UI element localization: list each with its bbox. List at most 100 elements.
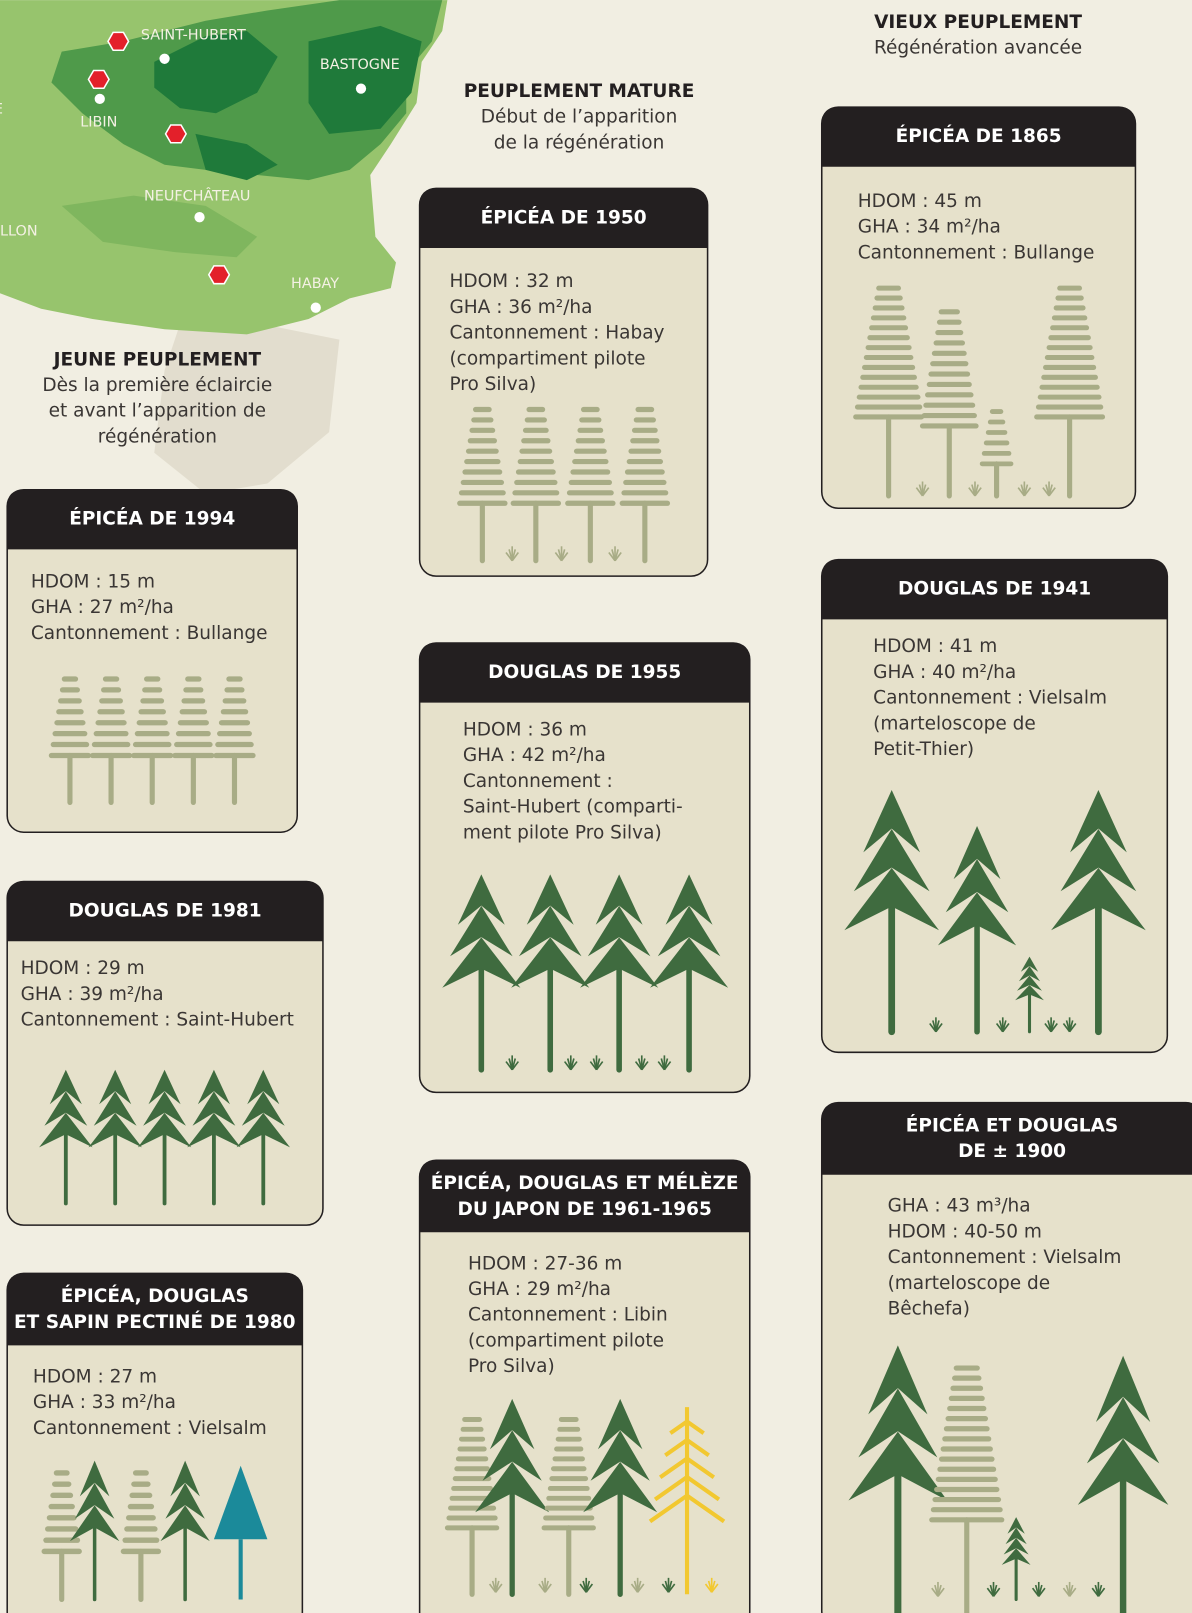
grass <box>511 551 520 562</box>
tree-tier <box>518 905 582 957</box>
tree-tier <box>187 1112 241 1148</box>
town-dot <box>94 93 105 105</box>
section-text: et avant l’apparition de <box>49 401 266 422</box>
card <box>418 642 751 1094</box>
card-text: Cantonnement : Vielsalm <box>873 688 1107 709</box>
card-text: (marteloscope de <box>873 713 1036 734</box>
map-markers <box>87 31 367 313</box>
card-text: ment pilote Pro Silva) <box>463 822 662 843</box>
tree-tier <box>79 1460 110 1497</box>
card-title: DOUGLAS DE 1955 <box>488 662 681 683</box>
card-text: GHA : 34 m²/ha <box>858 217 1001 238</box>
town-dot <box>194 212 205 223</box>
tree-tier <box>848 1431 948 1501</box>
tree-tier <box>649 937 729 988</box>
card-title: ET SAPIN PECTINÉ DE 1980 <box>14 1311 295 1333</box>
card <box>820 1101 1192 1613</box>
town-dot <box>355 83 367 94</box>
card-text: HDOM : 40-50 m <box>888 1221 1042 1242</box>
grass <box>1068 1023 1077 1033</box>
card-header <box>419 642 750 703</box>
card-text: GHA : 43 m³/ha <box>888 1196 1031 1217</box>
tree-tier <box>482 1430 542 1481</box>
card-text: Cantonnement : Libin <box>468 1305 668 1326</box>
card-title: DOUGLAS DE 1941 <box>898 579 1091 600</box>
card-header <box>419 188 708 249</box>
tree-tier <box>1051 867 1146 931</box>
card-text: HDOM : 36 m <box>463 720 587 741</box>
section-title: VIEUX PEUPLEMENT <box>874 12 1082 33</box>
site-marker <box>207 265 231 285</box>
section-text: Régénération avancée <box>874 38 1082 59</box>
grass <box>585 1583 594 1593</box>
town-dot <box>159 53 170 64</box>
tree-tier <box>1015 985 1044 1001</box>
grass <box>992 1587 1001 1597</box>
tree-tier <box>587 905 651 957</box>
map-label: LIBIN <box>80 115 117 131</box>
tree-tier <box>489 1398 535 1450</box>
card-title: ÉPICÉA DE 1994 <box>69 508 235 530</box>
tree-tier <box>1003 1537 1029 1555</box>
tree-tier <box>241 1091 285 1126</box>
tree-branch <box>658 1456 716 1480</box>
card-header <box>7 1273 303 1346</box>
trees <box>844 790 1146 1036</box>
grass <box>667 1583 676 1593</box>
tree-tier <box>247 1069 280 1105</box>
town-dot <box>310 302 321 313</box>
section-text: Dès la première éclaircie <box>42 375 272 396</box>
tree-tier <box>657 905 721 957</box>
section-text: de la régénération <box>494 132 665 153</box>
tree-tier <box>44 1091 88 1126</box>
trees <box>442 874 729 1073</box>
card-text: Cantonnement : Saint-Hubert <box>21 1010 294 1031</box>
card-text: HDOM : 45 m <box>858 191 982 212</box>
tree-tier <box>236 1112 291 1148</box>
grass <box>544 1583 552 1593</box>
card-title: DE ± 1900 <box>958 1141 1066 1162</box>
card-text: Cantonnement : Bullange <box>858 242 1095 263</box>
card-title: DU JAPON DE 1961-1965 <box>458 1199 712 1220</box>
card-text: GHA : 42 m²/ha <box>463 745 606 766</box>
grass <box>663 1061 672 1071</box>
card <box>820 558 1169 1054</box>
tree-tier <box>844 867 939 931</box>
map-label: NEUFCHÂTEAU <box>144 187 250 205</box>
card-header <box>821 1102 1192 1175</box>
tree-tier <box>595 874 643 925</box>
map-label: E <box>0 101 3 117</box>
card-text: Cantonnement : Bullange <box>31 623 268 644</box>
grass <box>641 1061 649 1071</box>
tree-tier <box>583 1461 658 1513</box>
card-text: Petit-Thier) <box>873 739 974 760</box>
tree-tier <box>69 1505 120 1542</box>
grass <box>974 487 982 497</box>
card-text: GHA : 39 m²/ha <box>21 984 164 1005</box>
card <box>820 106 1137 510</box>
grass <box>921 487 930 497</box>
tree-tier <box>137 1112 192 1148</box>
tree-tier <box>1017 975 1042 991</box>
trees <box>848 1345 1169 1613</box>
grass <box>1048 487 1056 497</box>
tree-tier <box>93 1091 137 1126</box>
site-marker <box>164 124 188 144</box>
trees <box>853 285 1106 499</box>
tree-tier <box>475 1461 550 1513</box>
tree-crown <box>213 1465 268 1540</box>
card-text: Saint-Hubert (comparti- <box>463 797 683 818</box>
map-label: LLON <box>0 224 38 240</box>
grass <box>1002 1023 1010 1033</box>
card-text: HDOM : 41 m <box>873 636 997 657</box>
grass <box>636 1583 645 1593</box>
card-text: Bêchefa) <box>888 1299 970 1320</box>
tree-tier <box>450 905 513 957</box>
grass <box>1097 1587 1106 1597</box>
grass <box>570 1061 578 1071</box>
section-title: JEUNE PEUPLEMENT <box>52 349 262 370</box>
grass <box>1038 1587 1046 1597</box>
tree-tier <box>526 874 574 925</box>
card-title: ÉPICÉA DE 1950 <box>481 206 647 228</box>
